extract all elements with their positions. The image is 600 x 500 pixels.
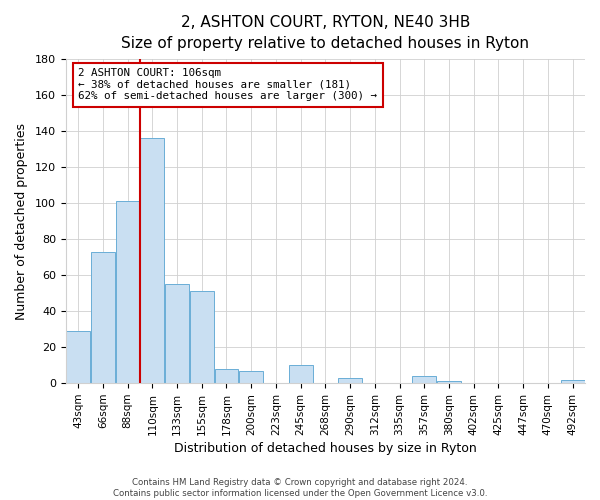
Bar (190, 292, 214, 383)
Bar (66, 331, 90, 383)
Bar (560, 380, 584, 383)
Bar (215, 369, 238, 383)
X-axis label: Distribution of detached houses by size in Ryton: Distribution of detached houses by size … (174, 442, 477, 455)
Bar (289, 365, 313, 383)
Y-axis label: Number of detached properties: Number of detached properties (15, 122, 28, 320)
Text: Contains HM Land Registry data © Crown copyright and database right 2024.
Contai: Contains HM Land Registry data © Crown c… (113, 478, 487, 498)
Bar (338, 378, 362, 383)
Title: 2, ASHTON COURT, RYTON, NE40 3HB
Size of property relative to detached houses in: 2, ASHTON COURT, RYTON, NE40 3HB Size of… (121, 15, 529, 51)
Bar (412, 376, 436, 383)
Bar (239, 370, 263, 383)
Bar (91, 252, 115, 383)
Text: 2 ASHTON COURT: 106sqm
← 38% of detached houses are smaller (181)
62% of semi-de: 2 ASHTON COURT: 106sqm ← 38% of detached… (78, 68, 377, 102)
Bar (140, 138, 164, 383)
Bar (116, 202, 140, 383)
Bar (165, 284, 189, 383)
Bar (437, 382, 461, 383)
